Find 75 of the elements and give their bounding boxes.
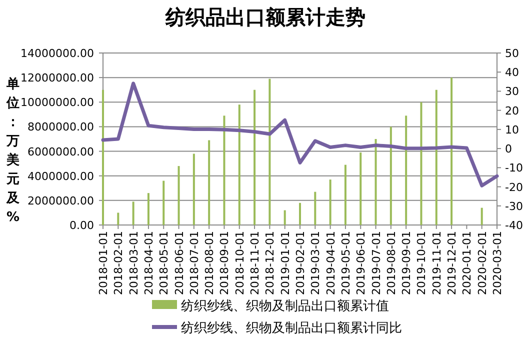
bar <box>405 116 408 225</box>
x-tick-label: 2019-01-01 <box>278 231 292 295</box>
bar <box>420 102 422 225</box>
x-tick-label: 2018-09-01 <box>218 231 232 295</box>
legend-label: 纺织纱线、织物及制品出口额累计值 <box>181 299 389 314</box>
chart-title: 纺织品出口额累计走势 <box>164 5 366 29</box>
y-tick-label: 4000000.00 <box>28 170 94 183</box>
x-tick-label: 2019-11-01 <box>430 231 444 295</box>
x-tick-label: 2020-02-01 <box>476 231 489 295</box>
y2-tick-label: 0 <box>505 142 512 156</box>
x-tick-label: 2019-05-01 <box>339 231 352 295</box>
x-tick-label: 2018-10-01 <box>233 231 246 295</box>
y-tick-label: 2000000.00 <box>28 194 94 208</box>
y-tick-label: 8000000.00 <box>28 120 94 134</box>
x-tick-label: 2019-04-01 <box>324 231 338 295</box>
x-tick-label: 2019-03-01 <box>309 231 322 295</box>
bar <box>132 202 134 225</box>
line-series <box>101 82 499 188</box>
x-tick-label: 2018-11-01 <box>248 231 262 295</box>
x-tick-label: 2018-12-01 <box>264 231 277 295</box>
bar <box>102 90 104 225</box>
x-tick-label: 2018-06-01 <box>172 231 186 295</box>
x-tick-label: 2018-02-01 <box>112 231 126 295</box>
bar <box>162 180 165 225</box>
y-tick-label: 12000000.00 <box>20 72 94 85</box>
x-tick-label: 2018-01-01 <box>97 231 110 295</box>
y2-tick-label: -30 <box>505 200 523 213</box>
bar <box>374 139 377 225</box>
y-tick-label: 14000000.00 <box>20 47 94 60</box>
bar <box>178 166 180 225</box>
x-tick-label: 2018-07-01 <box>188 231 201 295</box>
y-tick-label: 6000000.00 <box>28 145 94 158</box>
y2-tick-label: 30 <box>505 85 519 98</box>
x-tick-label: 2019-12-01 <box>446 231 459 295</box>
bar <box>208 140 210 225</box>
y-tick-label: 0.00 <box>70 219 94 232</box>
x-tick-label: 2019-02-01 <box>294 231 307 295</box>
x-tick-label: 2018-08-01 <box>203 231 216 295</box>
y2-tick-label: 10 <box>505 123 519 136</box>
bar <box>329 180 332 225</box>
bar <box>268 78 271 225</box>
bar <box>299 202 301 225</box>
bar <box>390 126 392 225</box>
x-tick-label: 2019-09-01 <box>400 231 414 295</box>
bar <box>480 208 483 225</box>
bar <box>223 116 226 225</box>
x-tick-label: 2018-03-01 <box>127 231 140 295</box>
x-tick-label: 2019-06-01 <box>354 231 368 295</box>
bar <box>360 152 362 225</box>
y2-tick-label: -10 <box>505 162 523 175</box>
bar <box>435 90 438 225</box>
y2-tick-label: 20 <box>505 104 519 118</box>
x-tick-label: 2020-01-01 <box>460 231 474 295</box>
x-tick-label: 2020-03-01 <box>491 231 504 295</box>
bar <box>284 210 286 225</box>
bar <box>238 104 240 225</box>
x-tick-label: 2018-05-01 <box>158 231 171 295</box>
bar <box>147 193 150 225</box>
x-tick-label: 2019-07-01 <box>370 231 383 295</box>
x-tick-label: 2018-04-01 <box>142 231 156 295</box>
y2-tick-label: 40 <box>505 66 519 80</box>
y-axis-title: 单位：万美元及% <box>6 76 20 225</box>
bar <box>192 154 195 225</box>
y2-tick-label: 50 <box>505 47 519 60</box>
y2-tick-label: -40 <box>505 219 523 232</box>
y-tick-label: 10000000.00 <box>20 96 94 110</box>
legend-label: 纺织纱线、织物及制品出口额累计同比 <box>181 321 402 336</box>
bar <box>254 90 256 225</box>
x-tick-label: 2019-08-01 <box>384 231 398 295</box>
bar <box>344 164 346 225</box>
bar <box>314 192 316 225</box>
bar <box>117 212 120 225</box>
x-tick-label: 2019-10-01 <box>415 231 428 295</box>
y2-tick-label: -20 <box>505 180 523 194</box>
bar <box>450 78 453 225</box>
